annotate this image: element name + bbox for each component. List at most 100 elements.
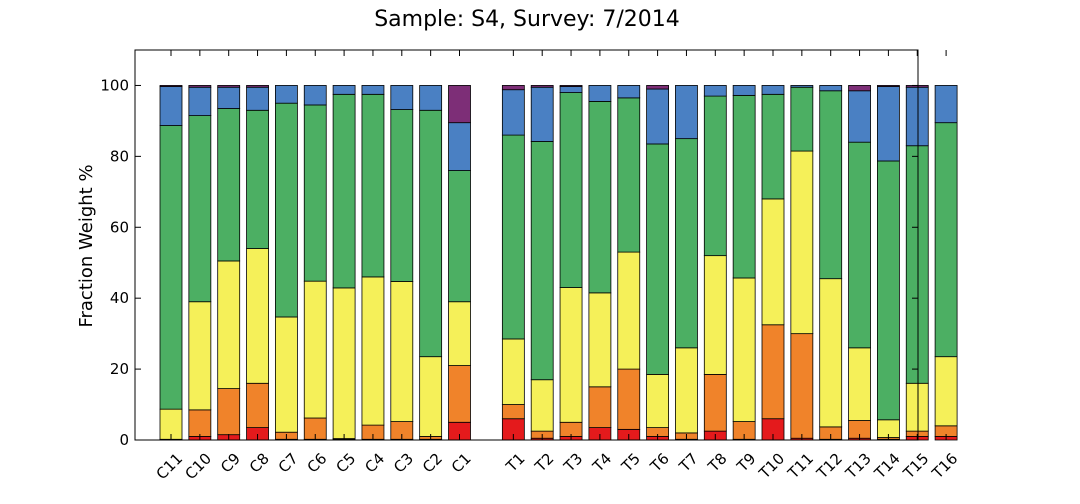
bar-segment-C8-3: [246, 109, 269, 249]
bar-segment-T6-2: [646, 374, 669, 428]
bar-segment-T13-3: [848, 141, 871, 349]
bar-segment-C8-4: [246, 86, 269, 111]
bar-segment-C2-3: [419, 109, 443, 358]
bar-segment-C5-4: [332, 85, 356, 95]
bar-segment-C7-3: [274, 102, 298, 318]
bar-segment-C5-3: [332, 93, 356, 289]
bar-segment-T16-2: [934, 356, 958, 427]
bar-segment-C3-4: [390, 85, 414, 110]
y-tick-label-0: 0: [119, 431, 129, 449]
x-tick-label-T15: T15: [899, 450, 932, 483]
x-tick-label-C9: C9: [217, 450, 244, 477]
bar-segment-C10-2: [188, 301, 212, 411]
bar-segment-T6-5: [646, 85, 669, 90]
bar-segment-T8-1: [703, 374, 727, 432]
bar-segment-C11-4: [159, 86, 183, 126]
x-tick-label-T12: T12: [813, 450, 846, 483]
bar-segment-T2-2: [530, 379, 554, 432]
bar-segment-T9-3: [732, 94, 756, 279]
bar-segment-T14-4: [877, 86, 900, 162]
bar-segment-T1-1: [501, 404, 525, 420]
x-tick-label-C2: C2: [419, 450, 446, 477]
bar-segment-C9-5: [217, 85, 241, 88]
bar-segment-T10-2: [761, 198, 785, 326]
bar-segment-T15-3: [905, 145, 929, 384]
bar-segment-T5-2: [617, 251, 641, 370]
y-tick-label-60: 60: [110, 218, 129, 236]
x-tick-label-T5: T5: [617, 450, 644, 477]
bar-segment-T12-3: [819, 90, 843, 280]
bar-segment-T2-3: [530, 141, 554, 381]
bar-segment-C10-5: [188, 85, 212, 88]
x-tick-label-C7: C7: [275, 450, 302, 477]
x-tick-label-T11: T11: [784, 450, 817, 483]
bar-segment-T14-3: [877, 160, 900, 421]
y-axis-label: Fraction Weight %: [76, 164, 97, 327]
x-tick-label-T1: T1: [502, 450, 529, 477]
bar-segment-T12-4: [819, 85, 843, 92]
bar-segment-T6-3: [646, 143, 669, 375]
y-tick-label-80: 80: [110, 147, 129, 165]
bar-segment-C9-2: [217, 260, 241, 389]
bar-segment-T14-5: [877, 85, 900, 87]
x-tick-label-T13: T13: [841, 450, 874, 483]
bar-segment-T9-4: [732, 85, 756, 96]
bar-segment-T12-2: [819, 278, 843, 428]
bar-segment-C3-3: [390, 109, 414, 282]
bar-segment-T1-3: [501, 134, 525, 340]
bar-segment-T15-2: [905, 382, 929, 432]
x-tick-label-C3: C3: [390, 450, 417, 477]
x-tick-label-T4: T4: [588, 450, 615, 477]
bar-segment-T13-4: [848, 90, 871, 143]
y-tick-label-100: 100: [100, 76, 129, 94]
bar-segment-C8-5: [246, 85, 269, 88]
bar-segment-C2-2: [419, 356, 443, 437]
bar-segment-C6-2: [303, 280, 327, 419]
bar-segment-T7-4: [675, 85, 698, 140]
bar-segment-T3-4: [559, 86, 583, 93]
bar-segment-T10-3: [761, 93, 785, 200]
bar-segment-C9-4: [217, 86, 241, 109]
bar-segment-T11-3: [790, 86, 814, 152]
bar-segment-T16-3: [934, 122, 958, 358]
bar-segment-C9-3: [217, 108, 241, 262]
bar-segment-C1-4: [448, 122, 471, 171]
bars-group: [159, 85, 958, 441]
x-tick-label-C5: C5: [332, 450, 359, 477]
bar-segment-C8-2: [246, 248, 269, 384]
bar-segment-C1-5: [448, 85, 471, 124]
bar-segment-T4-4: [588, 85, 612, 102]
x-tick-label-T7: T7: [675, 450, 702, 477]
bar-segment-C11-5: [159, 85, 183, 87]
bar-segment-C9-1: [217, 388, 241, 436]
bar-segment-T16-4: [934, 85, 958, 124]
bar-segment-T8-3: [703, 95, 727, 257]
bar-segment-T5-1: [617, 368, 641, 430]
bar-segment-T3-5: [559, 85, 583, 87]
bar-segment-T5-3: [617, 97, 641, 253]
bar-segment-T1-4: [501, 89, 525, 136]
x-tick-label-T9: T9: [733, 450, 760, 477]
x-tick-label-T6: T6: [646, 450, 673, 477]
plot-frame: [134, 49, 919, 441]
bar-segment-T8-2: [703, 255, 727, 375]
chart-title: Sample: S4, Survey: 7/2014: [374, 7, 680, 32]
bar-segment-C7-2: [274, 316, 298, 433]
bar-segment-C1-1: [448, 365, 471, 423]
x-tick-label-C1: C1: [448, 450, 475, 477]
bar-segment-C4-3: [361, 93, 385, 278]
bar-segment-C10-3: [188, 115, 212, 303]
x-tick-label-C11: C11: [153, 450, 187, 484]
bar-segment-T3-3: [559, 92, 583, 288]
x-tick-label-C10: C10: [181, 450, 215, 484]
bar-segment-T7-3: [675, 138, 698, 349]
bar-segment-C10-1: [188, 409, 212, 437]
bar-segment-C8-1: [246, 382, 269, 428]
bar-segment-C4-4: [361, 85, 385, 95]
bar-segment-T15-4: [905, 86, 929, 147]
bar-segment-T4-3: [588, 101, 612, 294]
bar-segment-T8-4: [703, 85, 727, 97]
x-tick-label-T10: T10: [755, 450, 788, 483]
bar-segment-T11-2: [790, 150, 814, 335]
